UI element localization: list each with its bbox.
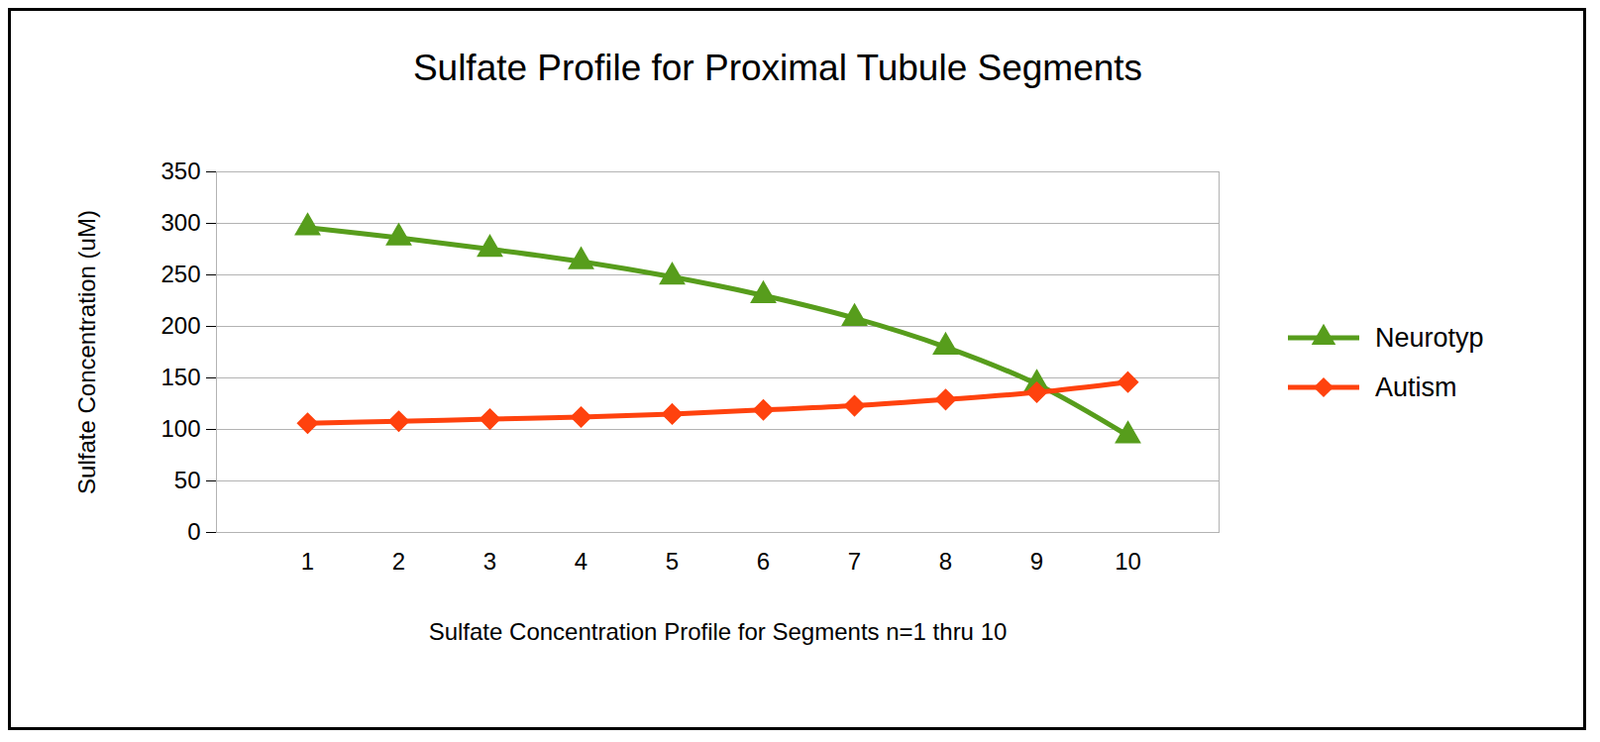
svg-text:3: 3 bbox=[483, 547, 497, 575]
svg-text:7: 7 bbox=[848, 547, 861, 575]
svg-text:5: 5 bbox=[665, 547, 679, 575]
svg-text:1: 1 bbox=[301, 547, 315, 575]
svg-text:200: 200 bbox=[160, 312, 201, 339]
html-text:Neurotyp: Neurotyp bbox=[1375, 322, 1484, 353]
svg-text:Sulfate Concentration (uM): Sulfate Concentration (uM) bbox=[73, 210, 101, 495]
svg-text:2: 2 bbox=[392, 547, 406, 575]
svg-text:250: 250 bbox=[160, 260, 201, 288]
svg-text:Sulfate Concentration Profile: Sulfate Concentration Profile for Segmen… bbox=[428, 618, 1008, 645]
svg-text:10: 10 bbox=[1114, 547, 1142, 575]
html-text:Sulfate Profile for Proximal T: Sulfate Profile for Proximal Tubule Segm… bbox=[413, 47, 1143, 89]
svg-text:4: 4 bbox=[574, 547, 588, 575]
html-text:Autism: Autism bbox=[1375, 372, 1457, 402]
svg-text:6: 6 bbox=[756, 547, 770, 575]
svg-text:0: 0 bbox=[187, 518, 201, 545]
svg-text:50: 50 bbox=[174, 466, 202, 494]
svg-text:350: 350 bbox=[160, 157, 201, 185]
svg-text:150: 150 bbox=[160, 363, 201, 391]
svg-text:9: 9 bbox=[1030, 547, 1044, 575]
svg-text:100: 100 bbox=[160, 415, 201, 442]
svg-text:8: 8 bbox=[939, 547, 953, 575]
svg-text:300: 300 bbox=[160, 209, 201, 236]
